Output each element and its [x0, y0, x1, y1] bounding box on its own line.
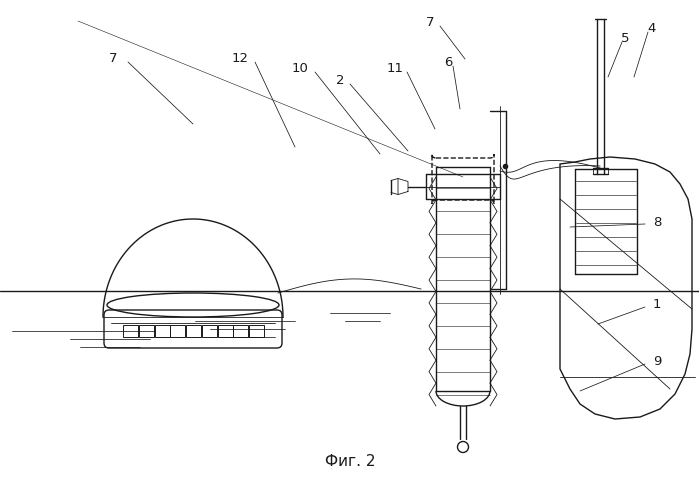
Text: 8: 8	[653, 215, 661, 228]
Bar	[233, 325, 248, 337]
Text: 7: 7	[109, 51, 117, 64]
Bar	[139, 325, 154, 337]
Text: 1: 1	[653, 298, 661, 311]
Text: 5: 5	[621, 31, 629, 45]
Text: 7: 7	[426, 15, 434, 29]
Bar	[154, 325, 170, 337]
Bar	[171, 325, 185, 337]
Bar	[123, 325, 138, 337]
Bar	[186, 325, 201, 337]
Bar	[202, 325, 217, 337]
Text: 6: 6	[444, 55, 452, 68]
Text: 11: 11	[387, 61, 403, 75]
Bar	[250, 325, 264, 337]
Text: Фиг. 2: Фиг. 2	[325, 454, 375, 469]
Text: 9: 9	[653, 355, 661, 368]
Text: 12: 12	[231, 51, 249, 64]
Text: 2: 2	[336, 74, 344, 86]
Bar	[217, 325, 233, 337]
Text: 4: 4	[648, 21, 656, 34]
Text: 10: 10	[291, 61, 308, 75]
